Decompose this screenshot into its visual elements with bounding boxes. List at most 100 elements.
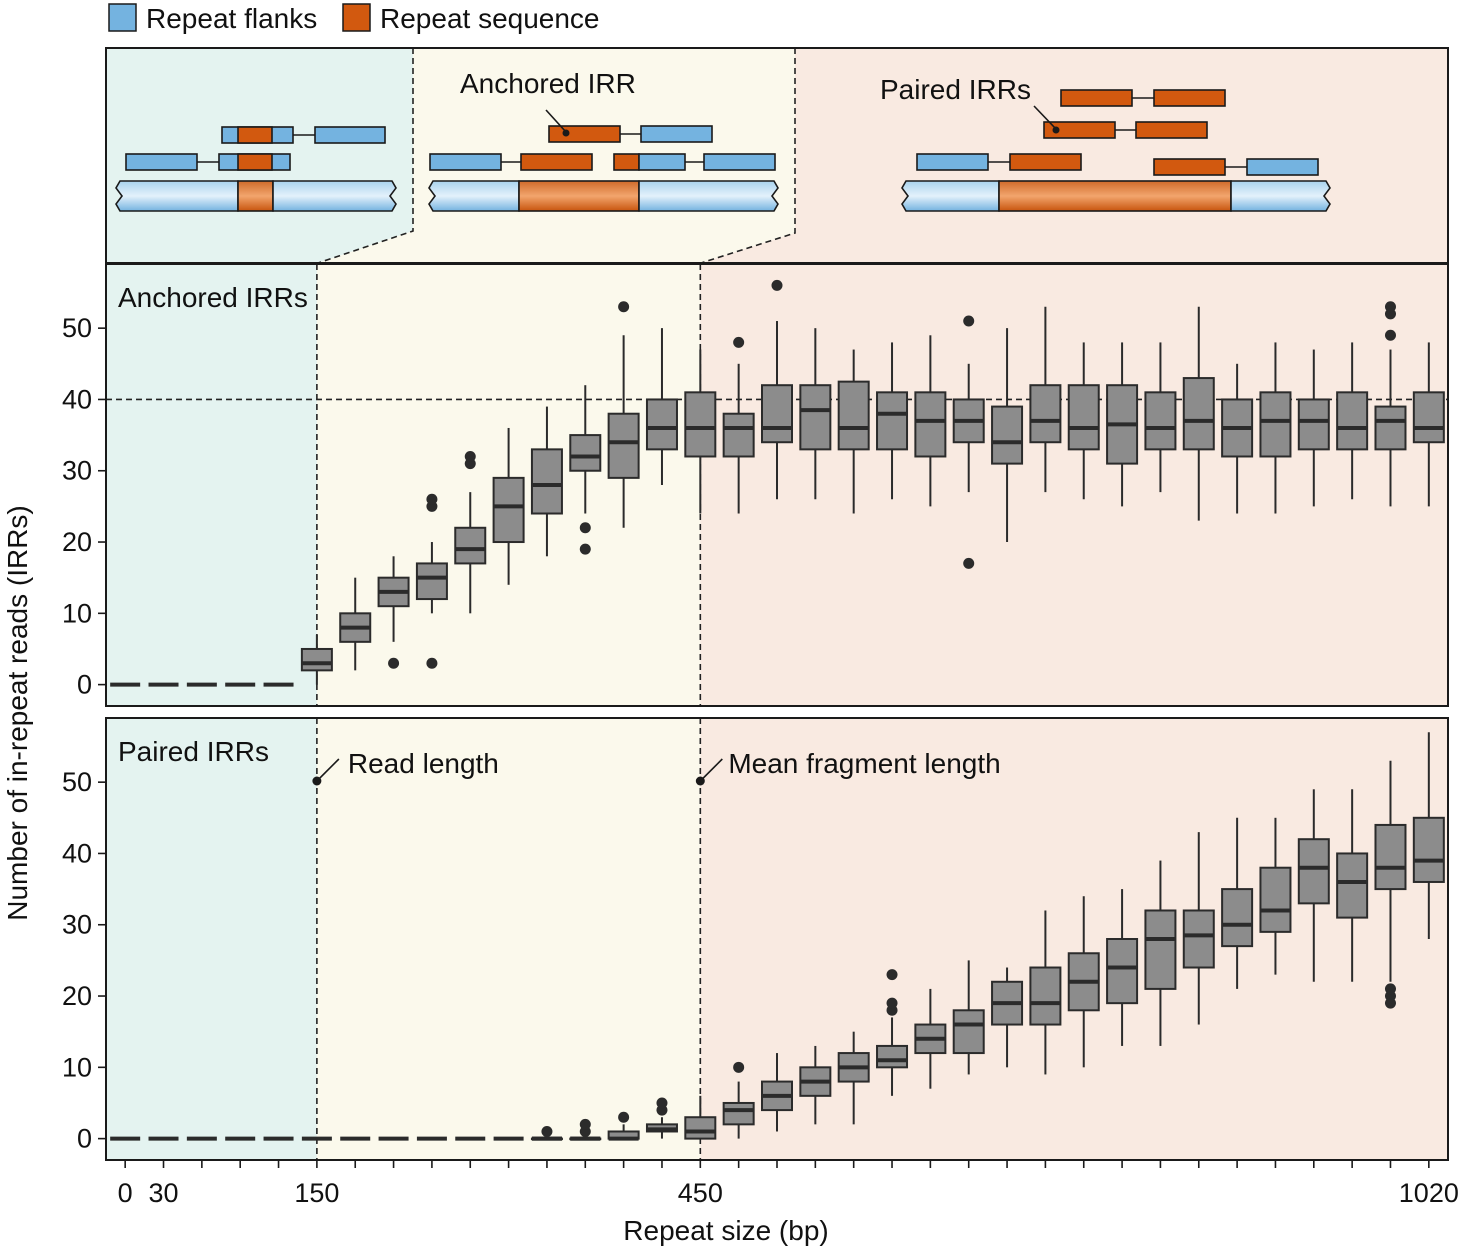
outlier-point <box>963 315 975 327</box>
box-iqr <box>952 1009 985 1055</box>
boxplot <box>1106 342 1139 507</box>
genome-flank-right <box>638 180 779 212</box>
boxplot <box>1221 363 1254 514</box>
outlier-point <box>388 657 400 669</box>
long-repeat-reads: Paired IRRs <box>880 74 1319 176</box>
box-iqr <box>1029 384 1062 444</box>
boxplot <box>799 328 832 500</box>
read-repeat <box>1153 158 1226 176</box>
panel-frame <box>105 263 1449 707</box>
y-tick-label: 50 <box>62 767 92 797</box>
read-repeat <box>237 153 273 171</box>
long-repeat-genome <box>901 180 1331 212</box>
box-iqr <box>1336 852 1369 919</box>
box-iqr <box>1374 823 1407 891</box>
read-flank <box>640 125 713 143</box>
y-tick-label: 30 <box>62 456 92 486</box>
panel-label: Anchored IRRs <box>118 282 308 313</box>
paired-irrs-label: Paired IRRs <box>880 74 1031 105</box>
read-flank <box>916 153 989 171</box>
boxplot <box>300 634 333 685</box>
zone-short <box>106 718 317 1160</box>
genome-flank-right <box>1230 180 1331 212</box>
short-repeat-reads <box>125 126 386 171</box>
genome-repeat <box>518 180 640 212</box>
read-flank <box>429 153 502 171</box>
read-repeat <box>1153 89 1226 107</box>
box-iqr <box>1144 391 1177 451</box>
zone-long <box>700 264 1448 706</box>
outlier-point <box>579 543 591 555</box>
boxplot <box>530 1125 563 1141</box>
boxplot <box>339 577 372 671</box>
boxplot <box>569 385 602 555</box>
boxplot <box>645 1097 678 1139</box>
read-flank <box>703 153 776 171</box>
box-iqr <box>607 412 640 479</box>
box-iqr <box>991 405 1024 465</box>
box-iqr <box>1029 966 1062 1026</box>
box-iqr <box>569 434 602 472</box>
boxplot <box>1259 342 1292 514</box>
read-repeat <box>613 153 640 171</box>
box-iqr <box>799 384 832 451</box>
outlier-point <box>426 657 438 669</box>
boxplot <box>952 960 985 1075</box>
zone-short <box>106 264 317 706</box>
boxplot <box>1374 301 1407 507</box>
box-iqr <box>684 1116 717 1140</box>
read-length-label: Read length <box>348 748 499 779</box>
boxplot <box>492 427 525 585</box>
boxplot <box>377 556 410 669</box>
box-iqr <box>1144 909 1177 990</box>
box-iqr <box>492 476 525 544</box>
boxplot <box>1182 306 1215 521</box>
box-iqr <box>876 391 909 451</box>
x-tick-label: 1020 <box>1399 1178 1459 1208</box>
boxplot <box>1067 342 1100 500</box>
x-tick-label: 150 <box>294 1178 339 1208</box>
read-flank <box>125 153 198 171</box>
genome-repeat <box>998 180 1232 212</box>
box-iqr <box>1221 888 1254 948</box>
outlier-point <box>579 522 591 534</box>
mean-fragment-pointer-dot <box>695 776 705 786</box>
read-flank <box>314 126 386 144</box>
paired-irrs-pointer-dot <box>1052 126 1060 134</box>
short-repeat-genome <box>115 180 397 212</box>
outlier-point <box>579 1118 591 1130</box>
boxplot <box>1412 342 1445 507</box>
genome-flank-left <box>428 180 520 212</box>
boxplot <box>952 315 985 569</box>
boxplot <box>1297 349 1330 507</box>
legend: Repeat flanks Repeat sequence <box>108 3 600 34</box>
panel-anchored: Anchored IRRs 0 10 20 30 40 50 <box>62 263 1449 707</box>
boxplot <box>684 1095 717 1140</box>
outlier-point <box>618 301 630 313</box>
boxplot <box>799 1045 832 1125</box>
outlier-point <box>656 1097 668 1109</box>
boxplot <box>1297 789 1330 982</box>
box-iqr <box>454 526 487 565</box>
read-flank <box>638 153 686 171</box>
outlier-point <box>733 336 745 348</box>
read-repeat <box>548 125 621 143</box>
box-iqr <box>722 1101 755 1126</box>
read-repeat <box>1043 121 1116 139</box>
outlier-point <box>1384 329 1396 341</box>
genome-flank-left <box>901 180 1000 212</box>
anchored-irr-pointer <box>545 109 567 133</box>
legend-repeat-swatch <box>342 3 371 32</box>
y-tick-label: 10 <box>62 1052 92 1082</box>
legend-flank-swatch <box>108 3 137 32</box>
y-tick-label: 10 <box>62 598 92 628</box>
y-tick-label: 0 <box>77 670 92 700</box>
boxplot <box>645 328 678 485</box>
anchored-irr-pointer-dot <box>562 129 570 137</box>
boxplot <box>1029 910 1062 1075</box>
y-tick-label: 20 <box>62 981 92 1011</box>
outlier-point <box>618 1111 630 1123</box>
box-iqr <box>876 1044 909 1069</box>
outlier-point <box>464 450 476 462</box>
boxplot <box>722 336 755 514</box>
